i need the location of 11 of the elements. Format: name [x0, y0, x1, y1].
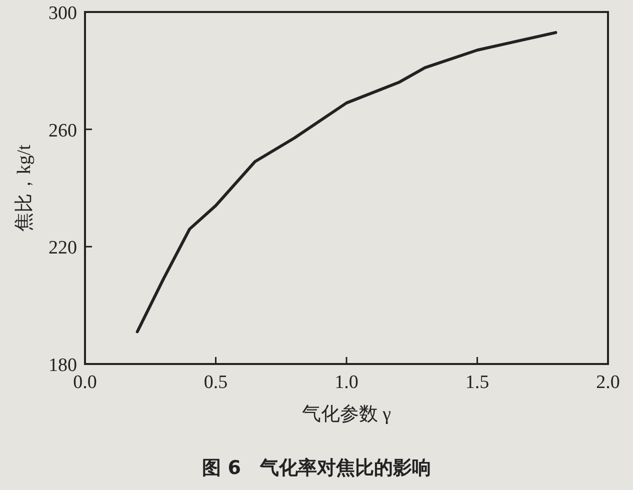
x-tick-label: 2.0: [596, 372, 620, 393]
line-series: [136, 31, 558, 334]
text: 图 6 气化率对焦比的影响: [202, 457, 431, 479]
x-tick-label: 1.0: [334, 372, 358, 393]
y-tick-label: 300: [48, 3, 77, 24]
x-axis-title: 气化参数 γ: [302, 404, 392, 425]
y-tick-label: 220: [48, 238, 77, 259]
x-tick-label: 1.5: [465, 372, 490, 393]
y-tick-label: 260: [48, 120, 77, 142]
y-axis-title: 焦比，kg/t: [14, 144, 35, 232]
x-tick-label: 0.5: [204, 372, 228, 393]
